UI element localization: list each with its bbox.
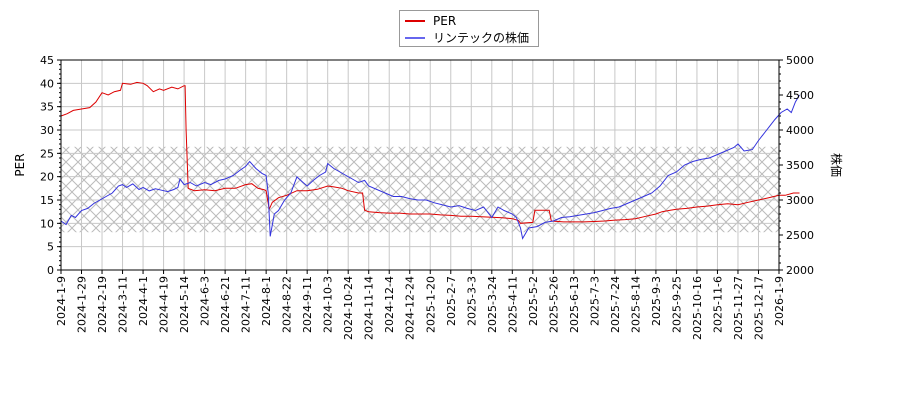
x-tick-label: 2025-7-3 [588,276,601,326]
x-tick-label: 2025-11-6 [711,276,724,333]
hatched-band [61,146,779,233]
right-tick-label: 2000 [786,264,814,277]
stock-line-swatch-icon [405,36,425,39]
x-tick-label: 2025-9-3 [650,276,663,326]
right-tick-label: 3000 [786,194,814,207]
x-tick-label: 2025-10-16 [691,276,704,340]
x-tick-label: 2025-6-13 [568,276,581,333]
x-tick-label: 2024-3-11 [117,276,130,333]
x-tick-label: 2025-12-17 [752,276,765,340]
x-tick-label: 2024-9-11 [301,276,314,333]
left-tick-label: 10 [40,217,54,230]
right-tick-label: 2500 [786,229,814,242]
stock-price-line [60,94,800,240]
x-tick-label: 2025-3-24 [486,276,499,333]
per-line [60,81,800,224]
left-tick-label: 40 [40,77,54,90]
legend: PER リンテックの株価 [399,10,539,47]
x-tick-label: 2025-2-7 [445,276,458,326]
x-tick-label: 2024-8-22 [281,276,294,333]
x-tick-label: 2024-4-19 [158,276,171,333]
x-tick-label: 2024-2-19 [96,276,109,333]
x-tick-label: 2025-4-11 [506,276,519,333]
grid [60,59,780,271]
x-tick-label: 2025-3-3 [465,276,478,326]
left-tick-label: 25 [40,147,54,160]
x-tick-label: 2024-4-1 [137,276,150,326]
x-tick-label: 2024-6-21 [219,276,232,333]
per-line-swatch-icon [405,19,425,22]
left-tick-label: 5 [47,241,54,254]
right-tick-label: 4500 [786,89,814,102]
left-tick-label: 20 [40,171,54,184]
x-tick-label: 2025-7-24 [609,276,622,333]
left-tick-label: 35 [40,101,54,114]
x-tick-label: 2024-1-29 [76,276,89,333]
left-tick-label: 0 [47,264,54,277]
series [60,81,800,240]
axes: 0 5 10 15 20 25 30 35 40 45 2000 2500 3000 3500 4000 45… [40,54,814,340]
x-tick-label: 2025-8-14 [629,276,642,333]
x-tick-label: 2024-5-14 [178,276,191,333]
left-tick-label: 30 [40,124,54,137]
legend-label-per: PER [433,13,457,28]
x-tick-label: 2024-1-9 [55,276,68,326]
left-tick-label: 15 [40,194,54,207]
left-tick-label: 45 [40,54,54,67]
x-tick-label: 2025-11-27 [732,276,745,340]
x-tick-label: 2024-12-4 [383,276,396,333]
x-tick-label: 2024-12-24 [404,276,417,340]
x-tick-label: 2024-10-3 [322,276,335,333]
x-tick-label: 2024-6-3 [199,276,212,326]
x-tick-label: 2025-5-2 [527,276,540,326]
x-tick-label: 2025-5-26 [547,276,560,333]
legend-entry-per: PER [400,12,538,29]
x-tick-label: 2025-9-25 [670,276,683,333]
right-tick-label: 5000 [786,54,814,67]
legend-entry-stock: リンテックの株価 [400,29,538,46]
right-tick-label: 4000 [786,124,814,137]
x-tick-label: 2026-1-9 [773,276,786,326]
x-tick-label: 2024-7-11 [240,276,253,333]
x-tick-label: 2024-8-1 [260,276,273,326]
right-tick-label: 3500 [786,159,814,172]
legend-label-stock: リンテックの株価 [433,31,530,45]
x-tick-label: 2024-10-24 [342,276,355,340]
x-tick-label: 2024-11-14 [363,276,376,340]
x-tick-label: 2025-1-20 [424,276,437,333]
right-axis-title: 株価 [829,153,844,177]
left-axis-title: PER [13,153,27,176]
